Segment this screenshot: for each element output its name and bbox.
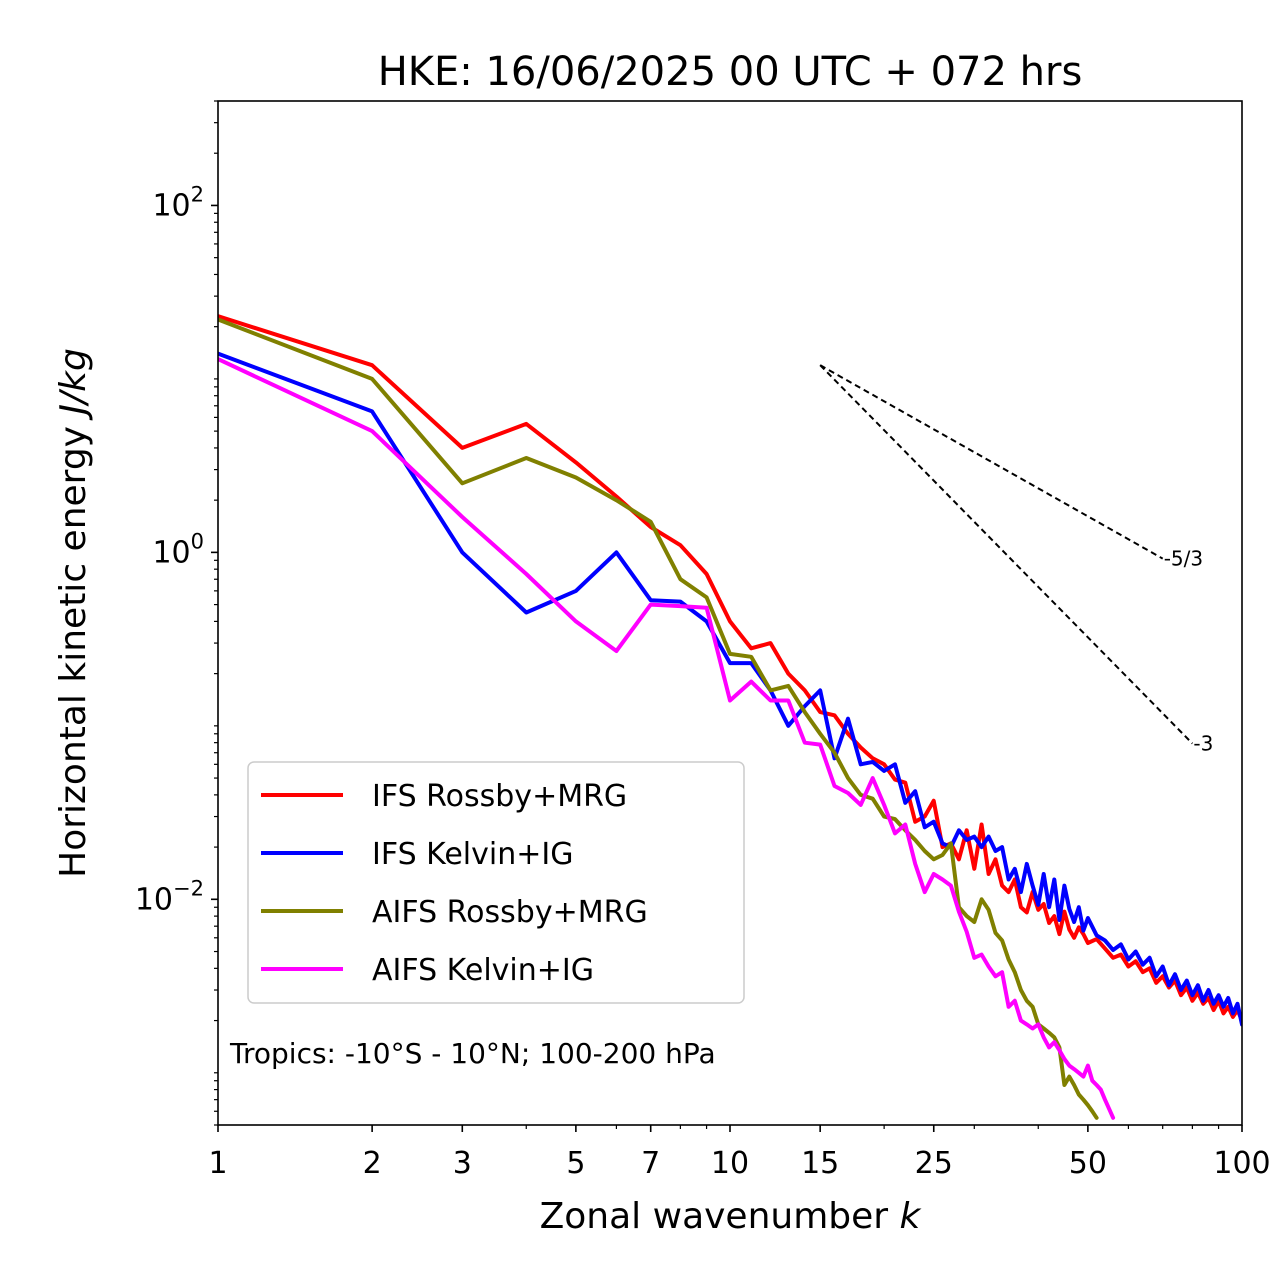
y-tick-label: 10−2 bbox=[135, 876, 204, 917]
y-axis-label: Horizontal kinetic energy J/kg bbox=[53, 348, 94, 878]
x-tick-label: 2 bbox=[363, 1146, 382, 1181]
reference-line-label-1: -3 bbox=[1193, 732, 1213, 756]
series-layer bbox=[218, 314, 1242, 1120]
legend-label-0: IFS Rossby+MRG bbox=[372, 779, 627, 814]
x-axis-label-italic: k bbox=[900, 1196, 923, 1237]
legend-label-1: IFS Kelvin+IG bbox=[372, 837, 573, 872]
series-line-2 bbox=[218, 317, 1099, 1120]
x-axis-label: Zonal wavenumber k bbox=[540, 1196, 923, 1237]
y-tick-label: 100 bbox=[152, 529, 204, 570]
x-tick-label: 100 bbox=[1213, 1146, 1270, 1181]
y-axis-label-text: Horizontal kinetic energy bbox=[53, 415, 94, 878]
x-axis: 1 2 3 5 7 10 15 25 50 100 bbox=[208, 1125, 1271, 1181]
reference-lines: -5/3 -3 bbox=[819, 364, 1213, 756]
series-line-3 bbox=[218, 357, 1116, 1120]
x-tick-label: 15 bbox=[801, 1146, 839, 1181]
region-annotation: Tropics: -10°S - 10°N; 100-200 hPa bbox=[229, 1037, 716, 1070]
legend: IFS Rossby+MRG IFS Kelvin+IG AIFS Rossby+M… bbox=[247, 761, 745, 1004]
reference-line-0 bbox=[819, 364, 1164, 560]
x-axis-label-text: Zonal wavenumber bbox=[540, 1196, 900, 1237]
reference-line-1 bbox=[819, 364, 1194, 745]
chart-title: HKE: 16/06/2025 00 UTC + 072 hrs bbox=[378, 49, 1083, 95]
x-tick-label: 10 bbox=[711, 1146, 749, 1181]
x-tick-label: 5 bbox=[566, 1146, 585, 1181]
legend-label-2: AIFS Rossby+MRG bbox=[372, 895, 648, 930]
x-tick-label: 1 bbox=[208, 1146, 227, 1181]
x-tick-label: 25 bbox=[915, 1146, 953, 1181]
x-tick-label: 3 bbox=[453, 1146, 472, 1181]
reference-line-label-0: -5/3 bbox=[1164, 547, 1203, 571]
x-tick-label: 50 bbox=[1069, 1146, 1107, 1181]
x-tick-label: 7 bbox=[641, 1146, 660, 1181]
legend-box bbox=[247, 761, 745, 1004]
legend-label-3: AIFS Kelvin+IG bbox=[372, 953, 594, 988]
y-tick-label: 102 bbox=[152, 182, 204, 223]
y-axis: 102 100 10−2 bbox=[135, 100, 218, 1126]
y-axis-label-italic: J/kg bbox=[53, 348, 94, 420]
